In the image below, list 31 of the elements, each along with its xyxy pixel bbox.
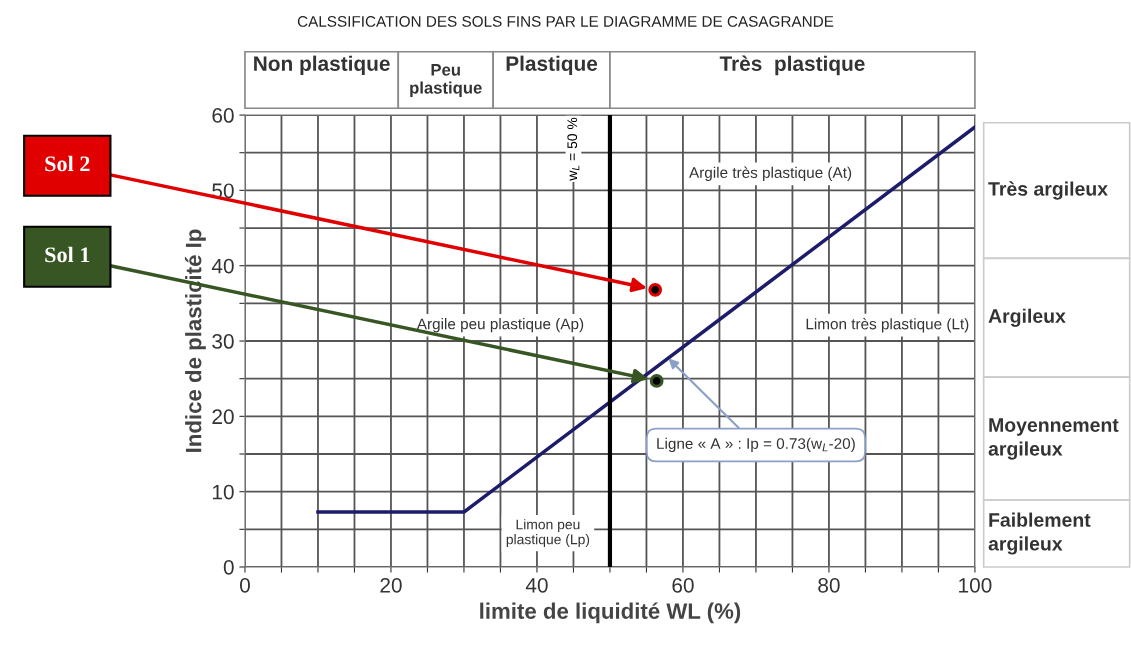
text: Argileux [988, 308, 1066, 327]
annotation: Argile peu plastique (Ap) [416, 318, 584, 333]
x-tick-label: 0 [240, 577, 250, 593]
y-tick-label: 10 [212, 484, 234, 500]
text: Sol 1 [45, 246, 90, 263]
y-tick-label: 30 [212, 334, 234, 349]
x-tick-label: 80 [818, 577, 840, 593]
text: Moyennement argileux [988, 418, 1119, 460]
y-tick-label: 20 [212, 409, 234, 425]
chart-title: CALSSIFICATION DES SOLS FINS PAR LE DIAGRAMME DE CASAGRANDE [297, 16, 834, 27]
text: Plastique [506, 55, 598, 76]
y-tick-label: 40 [211, 258, 234, 274]
ref-line-label: w$_{L}$ = 50 % [567, 117, 580, 181]
x-tick-label: 100 [959, 577, 992, 593]
x-axis-title: limite de liquidité WL (%) [480, 602, 741, 624]
y-tick-label: 60 [212, 108, 234, 123]
text: Très argileux [988, 181, 1108, 200]
y-axis-title: Indice de plasticité Ip [184, 229, 206, 452]
annotation: Limon peu plastique (Lp) [506, 519, 590, 548]
text: Sol 2 [45, 155, 90, 172]
x-tick-label: 20 [380, 577, 402, 593]
annotation: Ligne « A » : Ip = 0.73(w$_{L}$-20) [657, 437, 855, 453]
annotation: Argile très plastique (At) [689, 166, 852, 182]
text: Peu plastique [410, 64, 482, 97]
x-tick-label: 40 [525, 577, 548, 593]
text: Faiblement argileux [988, 512, 1091, 555]
annotation: Limon très plastique (Lt) [806, 317, 969, 333]
x-tick-label: 60 [672, 577, 694, 593]
text: Très plastique [719, 55, 865, 76]
text: Non plastique [254, 55, 390, 76]
y-tick-label: 0 [223, 560, 234, 575]
